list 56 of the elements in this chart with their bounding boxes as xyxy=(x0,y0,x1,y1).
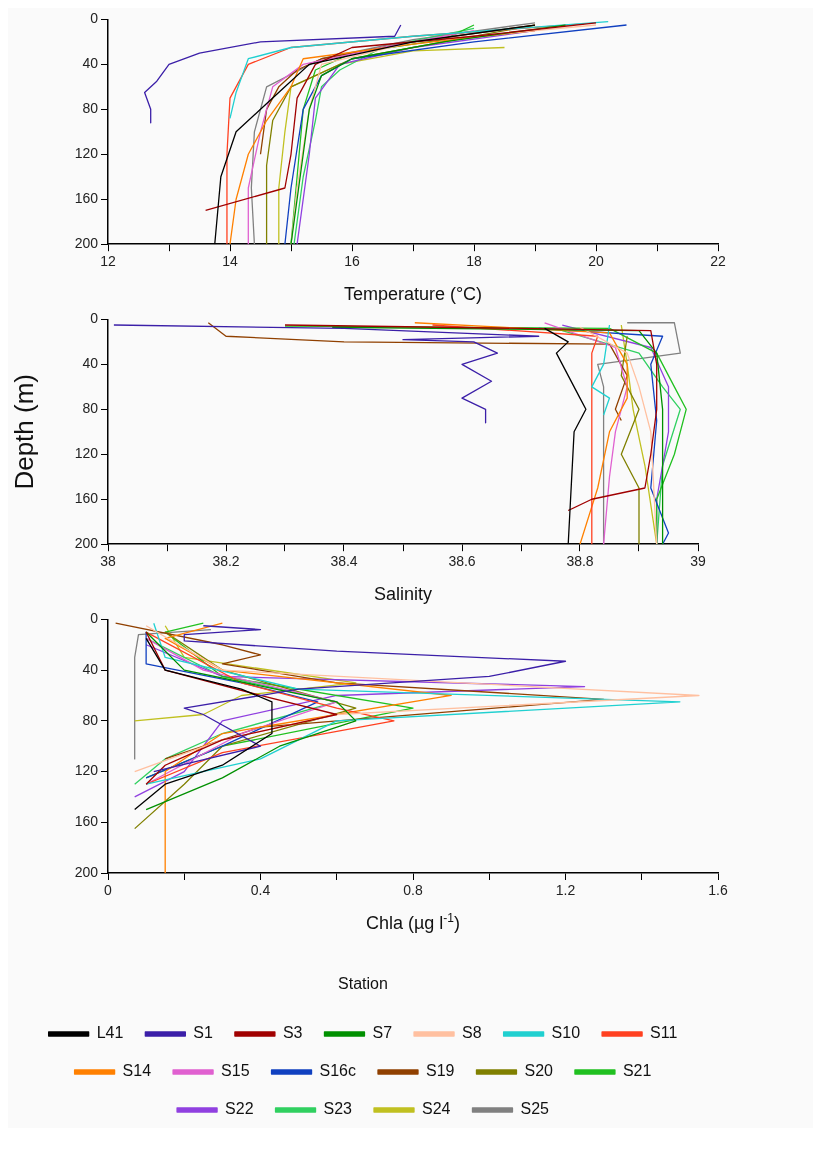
y-tick-label: 80 xyxy=(82,400,99,417)
legend-label: S11 xyxy=(650,1024,678,1042)
y-tick-label: 200 xyxy=(74,535,99,552)
x-tick-label: 20 xyxy=(588,253,604,270)
legend-label: S1 xyxy=(193,1024,213,1042)
x-tick-label: 0.8 xyxy=(403,882,423,899)
x-tick-label: 12 xyxy=(100,253,116,270)
y-tick-label: 200 xyxy=(74,863,99,880)
y-axis-title: Depth (m) xyxy=(8,374,39,490)
legend-label: S25 xyxy=(520,1100,550,1118)
x-axis-title: Salinity xyxy=(373,584,433,604)
y-tick-label: 120 xyxy=(74,445,99,462)
x-tick-label: 38.8 xyxy=(566,553,594,570)
y-tick-label: 40 xyxy=(82,55,99,72)
legend-label: S7 xyxy=(372,1024,393,1042)
legend-label: S15 xyxy=(221,1062,250,1080)
y-tick-label: 160 xyxy=(74,490,99,507)
x-tick-label: 38 xyxy=(100,553,116,570)
legend-label: S16c xyxy=(319,1062,356,1080)
legend-label: S23 xyxy=(323,1100,353,1118)
legend-label: S21 xyxy=(622,1062,652,1080)
legend-title: Station xyxy=(338,975,388,993)
legend-label: S8 xyxy=(462,1024,482,1042)
legend-label: S19 xyxy=(426,1062,455,1080)
x-tick-label: 14 xyxy=(222,253,238,270)
x-tick-label: 1.6 xyxy=(708,882,728,899)
x-tick-label: 0.4 xyxy=(250,882,271,899)
y-tick-label: 200 xyxy=(74,235,99,252)
x-tick-label: 38.6 xyxy=(448,553,476,570)
legend-label: S20 xyxy=(524,1062,554,1080)
legend-label: S24 xyxy=(422,1100,451,1118)
y-tick-label: 40 xyxy=(82,355,99,372)
x-tick-label: 16 xyxy=(344,253,360,270)
x-tick-label: 18 xyxy=(466,253,482,270)
legend-label: S10 xyxy=(551,1024,581,1042)
y-tick-label: 0 xyxy=(90,310,99,327)
y-tick-label: 0 xyxy=(90,10,99,27)
x-tick-label: 1.2 xyxy=(555,882,576,899)
x-tick-label: 38.2 xyxy=(212,553,240,570)
x-tick-label: 22 xyxy=(710,253,726,270)
y-tick-label: 120 xyxy=(74,145,99,162)
legend-label: S14 xyxy=(122,1062,152,1080)
y-tick-label: 0 xyxy=(90,610,99,627)
legend-label: L41 xyxy=(96,1024,124,1042)
y-tick-label: 80 xyxy=(82,100,99,117)
y-tick-label: 160 xyxy=(74,813,99,830)
legend-label: S22 xyxy=(225,1100,254,1118)
y-tick-label: 120 xyxy=(74,762,99,779)
legend-label: S3 xyxy=(282,1024,303,1042)
x-tick-label: 0 xyxy=(104,882,113,899)
x-tick-label: 38.4 xyxy=(330,553,358,570)
y-tick-label: 80 xyxy=(82,711,99,728)
x-axis-title: Temperature (°C) xyxy=(343,284,483,304)
x-tick-label: 39 xyxy=(690,553,706,570)
y-tick-label: 160 xyxy=(74,190,99,207)
y-tick-label: 40 xyxy=(82,660,99,677)
